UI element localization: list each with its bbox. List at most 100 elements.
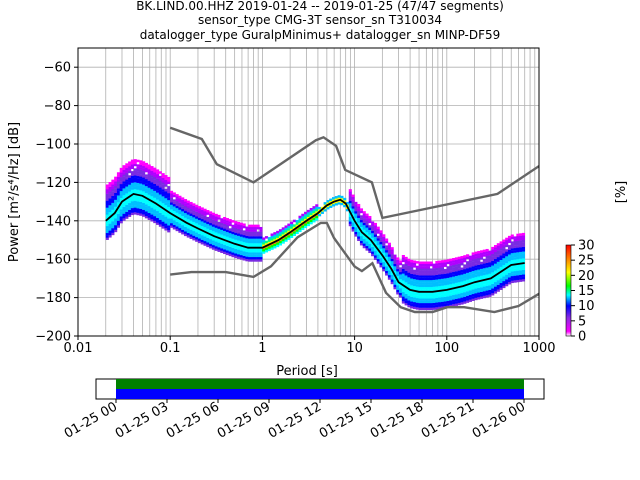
heatmap-cell — [440, 290, 445, 293]
heatmap-cell — [424, 268, 428, 271]
heatmap-cell — [429, 268, 433, 271]
heatmap-cell — [111, 230, 115, 233]
heatmap-cell — [253, 224, 257, 228]
heatmap-cell — [519, 242, 523, 246]
heatmap-cell — [217, 233, 221, 236]
heatmap-cell — [390, 279, 394, 282]
heatmap-cell — [418, 266, 422, 269]
heatmap-cell — [169, 223, 174, 226]
heatmap-cell — [153, 186, 157, 189]
heatmap-cell — [482, 263, 486, 266]
heatmap-cell — [161, 177, 165, 181]
heatmap-cell — [200, 214, 204, 217]
heatmap-cell — [114, 206, 118, 210]
heatmap-cell — [142, 182, 146, 185]
heatmap-cell — [340, 198, 344, 201]
heatmap-cell — [164, 214, 168, 217]
heatmap-cell — [278, 236, 283, 239]
heatmap-cell — [105, 223, 109, 227]
heatmap-cell — [200, 223, 204, 227]
heatmap-cell — [357, 238, 361, 242]
heatmap-cell — [114, 229, 118, 233]
heatmap-cell — [315, 218, 319, 221]
heatmap-cell — [225, 236, 229, 239]
heatmap-cell — [172, 206, 176, 209]
heatmap-cell — [119, 188, 123, 192]
nlnm-curve — [170, 221, 539, 314]
heatmap-cell — [351, 206, 355, 209]
heatmap-cell — [407, 297, 411, 301]
heatmap-cell — [482, 284, 486, 287]
heatmap-cell — [142, 202, 146, 206]
heatmap-cell — [153, 169, 157, 173]
heatmap-cell — [424, 266, 428, 269]
heatmap-cell — [245, 240, 249, 243]
heatmap-cell — [449, 297, 453, 301]
heatmap-cell — [421, 277, 425, 281]
heatmap-cell — [507, 275, 512, 278]
heatmap-cell — [443, 280, 447, 284]
heatmap-cell — [362, 241, 366, 244]
heatmap-cell — [153, 211, 157, 214]
heatmap-cell — [362, 245, 366, 249]
heatmap-cell — [449, 281, 453, 285]
heatmap-cell — [480, 257, 484, 260]
heatmap-cell — [156, 213, 160, 216]
heatmap-cell — [418, 277, 422, 281]
heatmap-cell — [474, 256, 478, 259]
heatmap-cell — [426, 273, 431, 276]
colorbar-gradient — [565, 244, 572, 337]
heatmap-cell — [175, 194, 179, 197]
heatmap-cell — [432, 265, 436, 269]
heatmap-cell — [211, 233, 215, 236]
heatmap-cell — [457, 302, 461, 306]
heatmap-cell — [259, 254, 263, 258]
heatmap-cell — [167, 225, 171, 228]
heatmap-cell — [410, 264, 414, 268]
heatmap-cell — [485, 251, 489, 254]
heatmap-cell — [466, 279, 470, 283]
heatmap-cell — [379, 262, 383, 266]
heatmap-cell — [203, 236, 207, 239]
heatmap-cell — [108, 195, 112, 199]
heatmap-cell — [412, 281, 417, 284]
heatmap-cell — [153, 190, 157, 194]
heatmap-cell — [359, 208, 364, 211]
heatmap-cell — [122, 202, 126, 205]
heatmap-cell — [505, 253, 509, 257]
heatmap-cell — [474, 293, 478, 296]
heatmap-cell — [438, 262, 442, 266]
heatmap-cell — [287, 230, 291, 234]
heatmap-cell — [175, 228, 179, 232]
heatmap-cell — [156, 220, 160, 223]
heatmap-cell — [214, 236, 218, 240]
heatmap-cell — [237, 228, 241, 232]
heatmap-cell — [150, 198, 154, 201]
heatmap-cell — [460, 283, 464, 287]
heatmap-cell — [463, 287, 467, 290]
heatmap-cell — [133, 179, 137, 183]
heatmap-cell — [225, 234, 229, 237]
heatmap-cell — [237, 247, 241, 250]
heatmap-cell — [474, 290, 478, 294]
heatmap-cell — [457, 256, 461, 260]
heatmap-cell — [175, 210, 179, 213]
heatmap-cell — [214, 220, 218, 224]
heatmap-cell — [139, 199, 143, 202]
heatmap-cell — [452, 283, 456, 286]
heatmap-cell — [505, 276, 509, 280]
heatmap-cell — [449, 265, 453, 269]
heatmap-cell — [312, 213, 316, 216]
heatmap-cell — [125, 170, 129, 173]
heatmap-cell — [438, 299, 442, 303]
heatmap-cell — [379, 248, 383, 252]
heatmap-cell — [111, 195, 115, 199]
heatmap-cell — [164, 221, 168, 224]
heatmap-cell — [189, 218, 193, 221]
heatmap-cell — [164, 179, 168, 183]
heatmap-cell — [435, 265, 439, 269]
y-tick-label: −80 — [44, 99, 71, 114]
heatmap-cell — [496, 275, 500, 278]
heatmap-cell — [256, 240, 260, 244]
heatmap-cell — [203, 211, 207, 214]
